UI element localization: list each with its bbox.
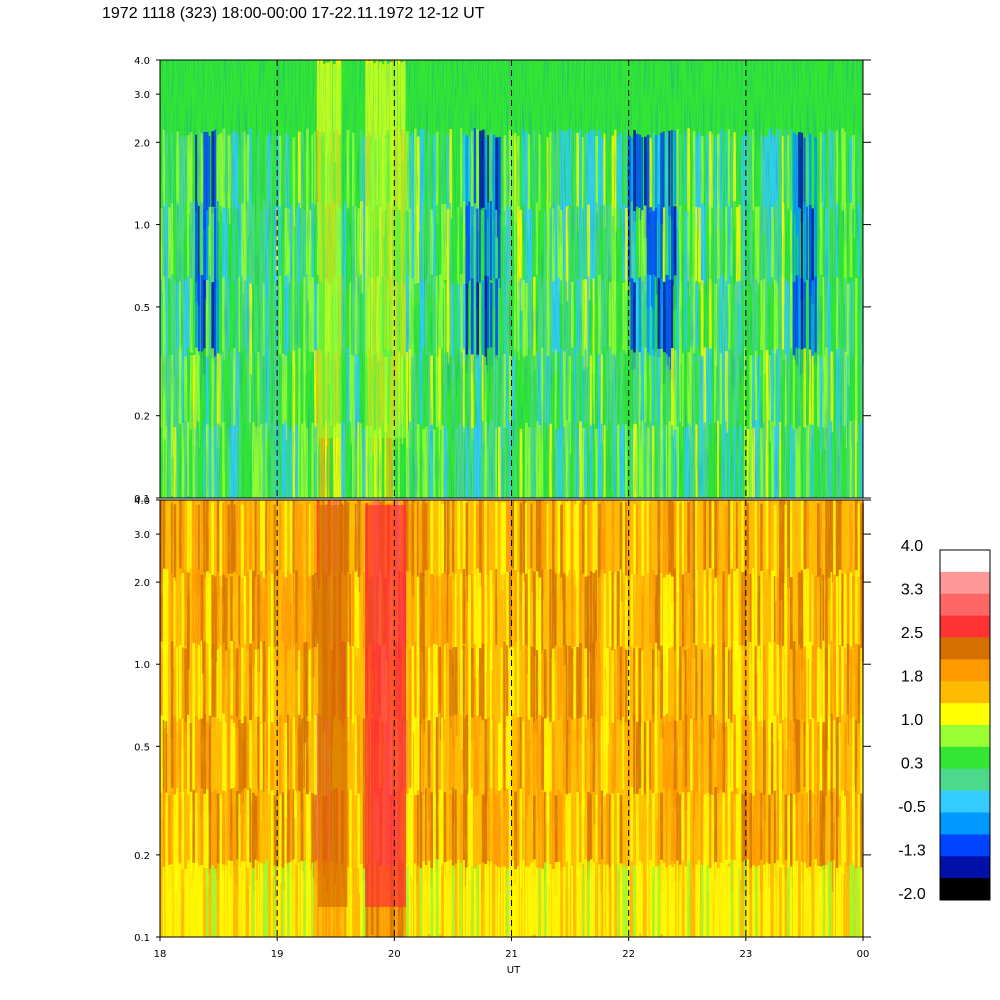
colorbar-swatch — [940, 571, 990, 595]
colorbar-swatch — [940, 593, 990, 617]
y-tick-label: 0.5 — [134, 303, 150, 314]
y-tick-label: 0.5 — [134, 742, 150, 753]
y-tick-label: 2.0 — [134, 578, 150, 589]
colorbar-label: -0.5 — [898, 799, 926, 816]
colorbar-swatch — [940, 681, 990, 704]
upper-spectrogram-panel — [160, 60, 864, 498]
colorbar-label: -1.3 — [898, 843, 926, 860]
x-tick-label: 19 — [271, 949, 284, 960]
enhanced-band — [318, 65, 342, 438]
x-tick-label: 21 — [505, 949, 518, 960]
colorbar-label: 2.5 — [901, 625, 923, 642]
y-tick-label: 0.1 — [134, 494, 150, 505]
chart-title: 1972 1118 (323) 18:00-00:00 17-22.11.197… — [102, 5, 485, 22]
y-tick-label: 0.2 — [134, 851, 150, 862]
y-tick-label: 1.0 — [134, 660, 150, 671]
colorbar-swatch — [940, 812, 990, 835]
colorbar-label: 3.3 — [901, 582, 923, 599]
colorbar-swatch — [940, 659, 990, 682]
colorbar-label: 1.0 — [901, 712, 923, 729]
y-tick-label: 3.0 — [134, 530, 150, 541]
colorbar-label: -2.0 — [898, 886, 926, 903]
x-tick-label: 00 — [857, 949, 870, 960]
colorbar-swatch — [940, 856, 990, 879]
x-axis-label: UT — [507, 965, 521, 976]
x-tick-label: 22 — [622, 949, 635, 960]
y-tick-label: 1.0 — [134, 221, 150, 232]
colorbar-label: 4.0 — [901, 538, 923, 555]
colorbar: 4.0 3.3 2.5 1.8 1.0 0.3 -0.5 -1.3 -2.0 — [898, 538, 991, 903]
colorbar-swatch — [940, 725, 990, 748]
x-tick-label: 23 — [739, 949, 752, 960]
colorbar-label: 1.8 — [901, 669, 923, 686]
colorbar-label: 0.3 — [901, 756, 923, 773]
colorbar-swatch — [940, 878, 990, 901]
y-tick-label: 4.0 — [134, 496, 150, 507]
colorbar-swatch — [940, 834, 990, 857]
lower-spectrogram-panel — [160, 500, 864, 937]
y-tick-label: 4.0 — [134, 56, 150, 67]
panel-frame — [159, 59, 864, 499]
y-tick-label: 3.0 — [134, 90, 150, 101]
x-tick-label: 18 — [154, 949, 167, 960]
colorbar-swatch — [940, 637, 990, 660]
x-tick-label: 20 — [388, 949, 401, 960]
enhanced-band — [365, 505, 407, 907]
y-tick-label: 0.1 — [134, 933, 150, 944]
colorbar-swatch — [940, 768, 990, 792]
enhanced-band — [318, 505, 348, 907]
y-tick-label: 0.2 — [134, 412, 150, 423]
colorbar-swatch — [940, 703, 990, 726]
colorbar-swatch — [940, 790, 990, 813]
colorbar-frame — [939, 549, 991, 901]
y-tick-label: 2.0 — [134, 138, 150, 149]
enhanced-band — [365, 65, 407, 438]
colorbar-swatch — [940, 550, 990, 573]
colorbar-swatch — [940, 746, 990, 770]
colorbar-swatch — [940, 615, 990, 638]
axes-layer: 4.03.02.01.00.50.20.14.03.02.01.00.50.20… — [134, 56, 871, 976]
